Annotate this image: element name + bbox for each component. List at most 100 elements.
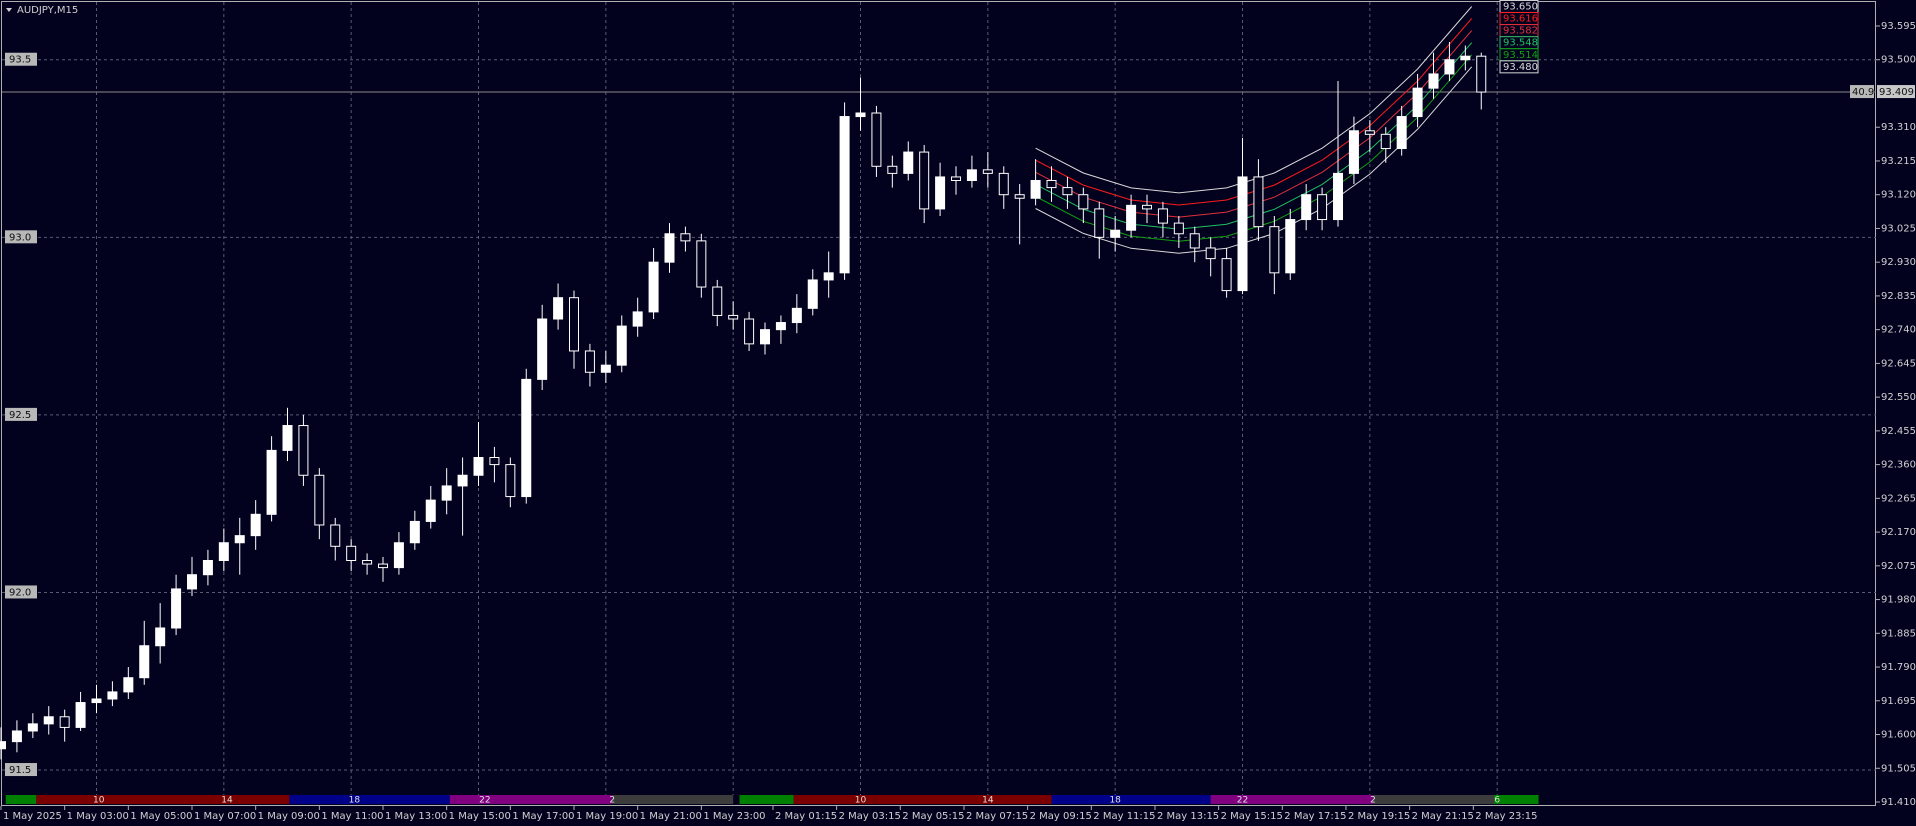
candle-body — [966, 169, 977, 181]
candle-body — [43, 716, 54, 725]
candle-body — [155, 627, 166, 647]
candle-body — [1078, 194, 1089, 210]
candle-body — [1428, 73, 1439, 89]
y-tick-label: 92.740 — [1881, 325, 1916, 336]
session-label: 14 — [221, 796, 233, 806]
channel-label: 93.514 — [1503, 50, 1538, 61]
candle-body — [632, 311, 643, 327]
y-grid-label: 93.5 — [9, 55, 31, 66]
candle-body — [664, 233, 675, 263]
candle-body — [1142, 204, 1153, 210]
session-band — [5, 795, 37, 804]
candle-body — [425, 499, 436, 522]
x-tick-label: 1 May 07:00 — [194, 811, 256, 822]
session-label: 2 — [609, 796, 615, 806]
y-tick-label: 91.600 — [1881, 730, 1916, 741]
candle-body — [346, 545, 357, 561]
candle-body — [505, 464, 516, 498]
channel-line — [1035, 54, 1473, 242]
y-grid-label-box — [5, 230, 37, 244]
candle-body — [998, 172, 1009, 196]
x-tick-label: 1 May 19:00 — [576, 811, 638, 822]
y-tick-label: 92.550 — [1881, 392, 1916, 403]
candle-body — [123, 677, 134, 693]
session-label: 10 — [93, 796, 105, 806]
candle-body — [171, 588, 182, 629]
candle-body — [1460, 55, 1471, 61]
session-label: 18 — [1109, 796, 1121, 806]
y-grid-label-box — [5, 763, 37, 777]
y-tick-label: 93.215 — [1881, 156, 1916, 167]
candle-body — [1173, 222, 1184, 235]
candle-body — [1237, 176, 1248, 292]
candle-body — [1396, 116, 1407, 150]
candle-body — [1126, 204, 1137, 231]
candle-body — [1348, 130, 1359, 174]
session-label: 14 — [982, 796, 994, 806]
x-tick-label: 1 May 15:00 — [449, 811, 511, 822]
candle-body — [1189, 233, 1200, 249]
y-tick-label: 92.265 — [1881, 493, 1916, 504]
session-band — [1373, 795, 1494, 804]
y-grid-label-box — [5, 52, 37, 66]
candle-body — [1014, 194, 1025, 199]
candle-body — [266, 449, 277, 515]
candle-body — [473, 457, 484, 476]
candle-body — [1412, 87, 1423, 118]
candle-body — [760, 329, 771, 345]
candle-body — [1062, 187, 1073, 196]
candle-body — [409, 520, 420, 544]
spread-box — [1850, 85, 1874, 99]
session-band — [289, 795, 450, 804]
y-tick-label: 91.410 — [1881, 797, 1916, 808]
candle-body — [791, 307, 802, 324]
session-label: 10 — [855, 796, 867, 806]
y-tick-label: 91.790 — [1881, 662, 1916, 673]
channel-label: 93.480 — [1503, 62, 1538, 73]
x-tick-label: 1 May 2025 — [3, 811, 62, 822]
y-tick-label: 91.980 — [1881, 595, 1916, 606]
candle-body — [187, 574, 198, 590]
current-price-label: 93.409 — [1879, 87, 1914, 98]
candle-body — [935, 176, 946, 210]
candle-body — [1157, 208, 1168, 224]
x-tick-label: 2 May 05:15 — [902, 811, 964, 822]
plot-border — [1, 1, 1876, 806]
x-tick-label: 2 May 11:15 — [1093, 811, 1155, 822]
candle-body — [457, 474, 468, 487]
candle-body — [871, 112, 882, 167]
x-tick-label: 1 May 11:00 — [321, 811, 383, 822]
candle-body — [744, 318, 755, 345]
x-tick-label: 2 May 03:15 — [839, 811, 901, 822]
candle-body — [234, 535, 245, 544]
candle-body — [107, 691, 118, 700]
candle-body — [648, 261, 659, 313]
candle-body — [441, 485, 452, 501]
x-tick-label: 1 May 05:00 — [130, 811, 192, 822]
session-band — [1210, 795, 1374, 804]
candle-body — [298, 425, 309, 476]
session-band — [793, 795, 1052, 804]
session-band — [449, 795, 613, 804]
y-tick-label: 91.695 — [1881, 696, 1916, 707]
candle-body — [1094, 208, 1105, 238]
candle-body — [330, 524, 341, 547]
x-tick-label: 2 May 13:15 — [1157, 811, 1219, 822]
menu-arrow[interactable] — [6, 8, 12, 12]
candle-body — [1301, 194, 1312, 221]
session-band — [612, 795, 734, 804]
session-label: 22 — [479, 796, 490, 806]
candle-body — [1364, 130, 1375, 135]
x-tick-label: 2 May 01:15 — [775, 811, 837, 822]
candle-body — [393, 542, 404, 569]
y-tick-label: 92.835 — [1881, 291, 1916, 302]
y-grid-label: 92.5 — [9, 410, 31, 421]
session-band — [1493, 795, 1539, 804]
y-tick-label: 92.930 — [1881, 257, 1916, 268]
channel-label-box — [1499, 60, 1539, 74]
y-tick-label: 93.120 — [1881, 190, 1916, 201]
channel-label: 93.548 — [1503, 38, 1538, 49]
channel-line — [1035, 42, 1473, 230]
channel-line — [1035, 6, 1473, 194]
